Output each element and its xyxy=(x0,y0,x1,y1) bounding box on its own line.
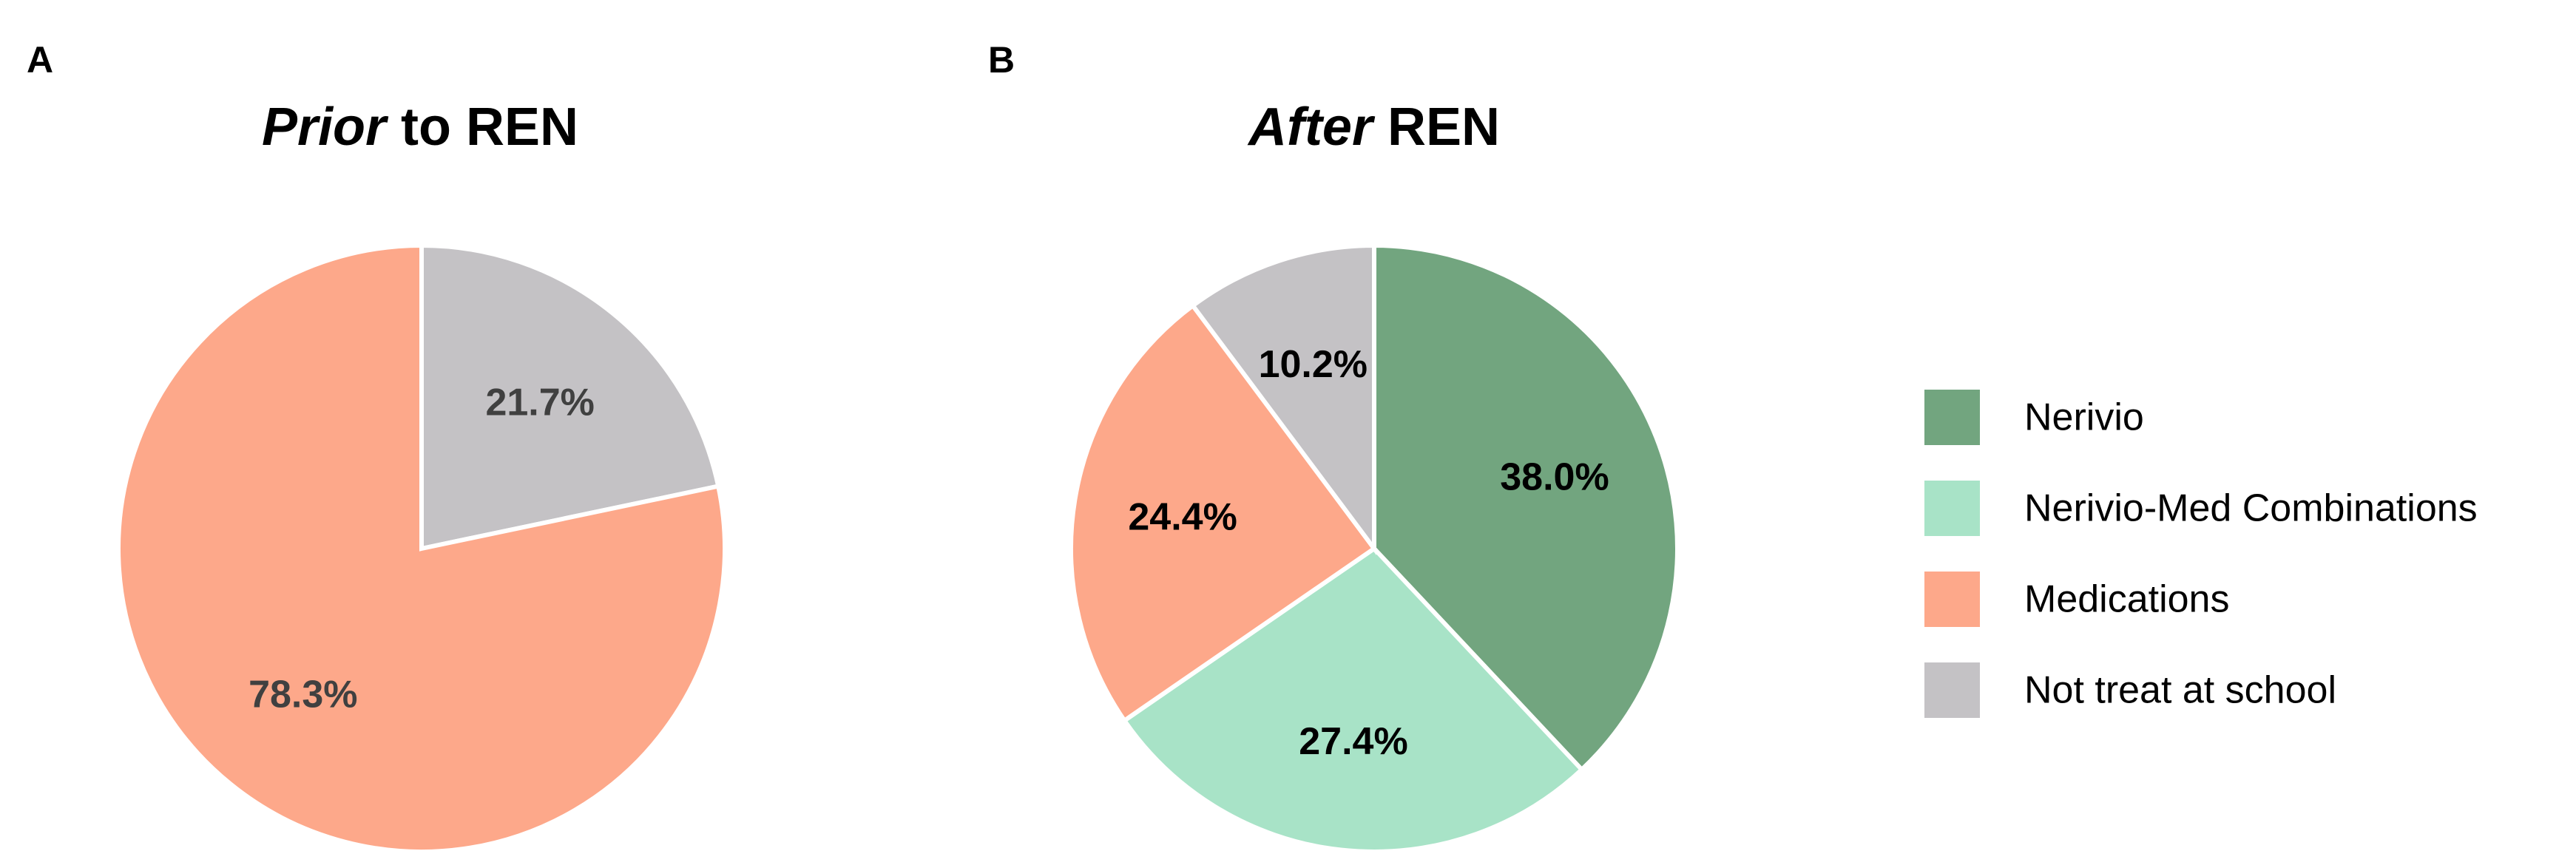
pie-slice-not-treat-at-school xyxy=(419,243,721,552)
legend-item-nerivio-med-combinations: Nerivio-Med Combinations xyxy=(1924,481,2478,536)
panel-b: B After REN 38.0% 27.4% 24.4% 10.2% xyxy=(988,39,1680,854)
pie-slice-medications xyxy=(116,243,727,854)
legend: Nerivio Nerivio-Med Combinations Medicatio… xyxy=(1924,390,2478,718)
legend-label-nerivio: Nerivio xyxy=(2024,396,2144,439)
chart-title-b-rest: REN xyxy=(1373,98,1500,157)
panel-a: A Prior to REN 21.7% 78.3% xyxy=(27,39,727,854)
slice-label-not-treat-at-school: 21.7% xyxy=(485,382,594,424)
chart-title-b: After REN xyxy=(1247,98,1500,157)
legend-item-nerivio: Nerivio xyxy=(1924,390,2144,445)
pie-a: 21.7% 78.3% xyxy=(116,243,727,854)
panel-letter-a: A xyxy=(27,39,53,81)
slice-label-nerivio-med-combinations: 27.4% xyxy=(1299,720,1407,763)
chart-title-a-emphasis: Prior xyxy=(262,98,389,157)
slice-label-medications: 78.3% xyxy=(249,673,357,716)
legend-label-not-treat-at-school: Not treat at school xyxy=(2024,669,2336,712)
legend-label-nerivio-med-combinations: Nerivio-Med Combinations xyxy=(2024,487,2478,530)
pie-slice-nerivio-med-combinations xyxy=(1121,546,1585,854)
legend-swatch-nerivio xyxy=(1924,390,1980,445)
legend-item-not-treat-at-school: Not treat at school xyxy=(1924,662,2336,718)
panel-letter-b: B xyxy=(988,39,1015,81)
legend-swatch-nerivio-med-combinations xyxy=(1924,481,1980,536)
legend-swatch-not-treat-at-school xyxy=(1924,662,1980,718)
legend-label-medications: Medications xyxy=(2024,578,2229,621)
pie-b: 38.0% 27.4% 24.4% 10.2% xyxy=(1069,243,1680,854)
chart-title-b-emphasis: After xyxy=(1247,98,1376,157)
legend-swatch-medications xyxy=(1924,572,1980,627)
slice-label-medications: 24.4% xyxy=(1128,495,1237,538)
legend-item-medications: Medications xyxy=(1924,572,2229,627)
chart-title-a: Prior to REN xyxy=(262,98,578,157)
slice-label-nerivio: 38.0% xyxy=(1500,455,1609,498)
pie-slice-nerivio xyxy=(1372,243,1680,773)
slice-label-not-treat-at-school: 10.2% xyxy=(1259,343,1368,386)
chart-title-a-rest: to REN xyxy=(386,98,578,157)
pie-slice-not-treat-at-school xyxy=(1189,243,1376,556)
pie-slice-medications xyxy=(1069,302,1378,724)
